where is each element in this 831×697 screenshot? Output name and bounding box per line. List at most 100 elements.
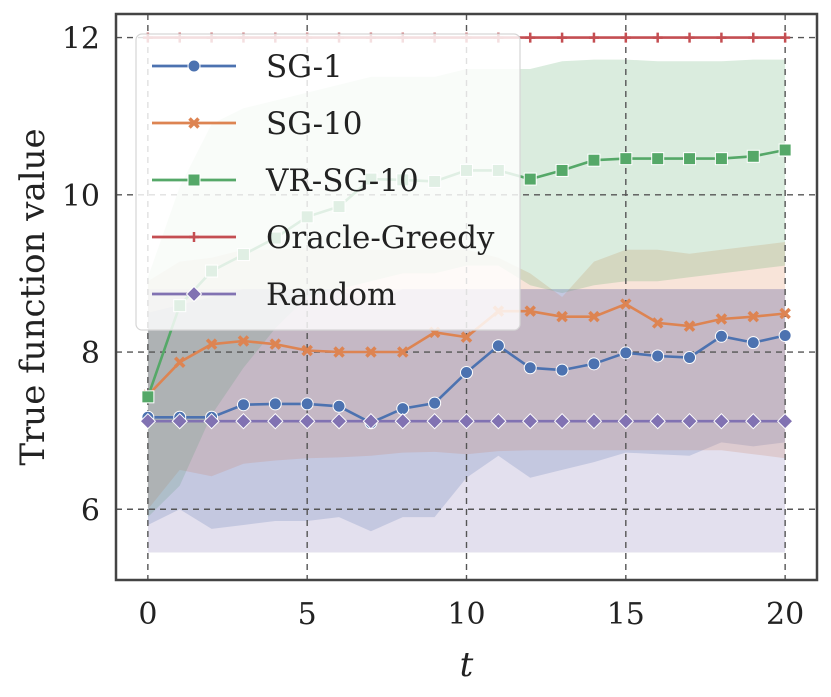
data-point-oracle-greedy xyxy=(652,32,663,43)
y-tick-label: 10 xyxy=(62,179,100,214)
data-point-vr-sg-10 xyxy=(778,143,792,157)
data-point-random xyxy=(426,412,443,430)
data-point-sg-1 xyxy=(619,346,633,360)
data-point-sg-1 xyxy=(491,339,505,353)
legend-label-random: Random xyxy=(266,277,396,313)
data-point-oracle-greedy xyxy=(620,32,631,43)
legend: SG-1 SG-10 VR-SG-10 Oracle-Greedy Random xyxy=(135,33,521,331)
data-point-sg-10 xyxy=(333,346,345,358)
legend-label-sg-1: SG-1 xyxy=(266,49,343,85)
data-point-oracle-greedy xyxy=(557,32,568,43)
data-point-sg-1 xyxy=(587,357,601,371)
data-point-random xyxy=(617,412,635,430)
legend-marker-sg-1 xyxy=(187,59,201,73)
data-point-sg-10 xyxy=(237,335,250,347)
data-point-sg-10 xyxy=(365,346,377,358)
data-point-oracle-greedy xyxy=(684,32,695,43)
data-point-sg-1 xyxy=(523,361,537,375)
legend-marker-vr-sg-10 xyxy=(187,173,201,187)
data-point-vr-sg-10 xyxy=(141,390,155,404)
data-point-sg-10 xyxy=(556,310,568,323)
data-point-sg-1 xyxy=(460,365,473,379)
data-point-sg-10 xyxy=(683,320,696,332)
data-point-sg-10 xyxy=(651,317,664,329)
data-point-sg-1 xyxy=(396,402,410,416)
legend-box xyxy=(135,33,521,331)
x-tick-label: 20 xyxy=(766,597,804,632)
data-point-vr-sg-10 xyxy=(683,152,697,166)
data-point-random xyxy=(713,412,730,430)
data-point-vr-sg-10 xyxy=(619,152,633,166)
y-tick-label: 12 xyxy=(62,22,100,57)
data-point-random xyxy=(585,412,603,430)
data-point-sg-1 xyxy=(332,399,346,413)
data-point-oracle-greedy xyxy=(748,32,759,43)
data-point-vr-sg-10 xyxy=(746,149,760,163)
legend-marker-random xyxy=(185,285,203,303)
x-axis-label: t xyxy=(460,645,474,685)
legend-label-oracle-greedy: Oracle-Greedy xyxy=(266,220,495,256)
data-point-vr-sg-10 xyxy=(714,152,728,166)
data-point-random xyxy=(681,412,698,430)
data-point-sg-10 xyxy=(397,346,409,358)
data-point-sg-1 xyxy=(714,329,728,343)
data-point-oracle-greedy xyxy=(716,32,727,43)
data-point-sg-10 xyxy=(460,331,473,343)
legend-label-vr-sg-10: VR-SG-10 xyxy=(265,163,419,199)
data-point-sg-10 xyxy=(747,310,760,323)
data-point-sg-10 xyxy=(715,313,728,325)
axis-ticks: 0 5 10 15 20 6 8 10 12 xyxy=(62,22,804,632)
x-tick-label: 5 xyxy=(298,597,317,632)
data-point-random xyxy=(139,412,157,430)
data-point-random xyxy=(553,412,571,430)
data-point-vr-sg-10 xyxy=(587,153,601,167)
y-tick-label: 8 xyxy=(81,336,100,371)
data-point-sg-10 xyxy=(173,356,186,368)
data-point-sg-1 xyxy=(555,363,569,377)
data-point-sg-10 xyxy=(301,344,313,357)
data-point-sg-10 xyxy=(269,338,282,350)
data-point-sg-1 xyxy=(746,336,760,350)
data-point-sg-10 xyxy=(588,310,600,323)
data-point-sg-1 xyxy=(300,397,314,411)
data-point-random xyxy=(522,412,539,430)
data-point-vr-sg-10 xyxy=(651,152,665,166)
data-point-sg-10 xyxy=(779,307,791,320)
data-point-oracle-greedy xyxy=(588,32,599,43)
y-axis-label: True function value xyxy=(13,128,53,465)
data-point-random xyxy=(649,412,666,430)
data-point-sg-1 xyxy=(428,396,442,410)
data-point-sg-1 xyxy=(683,351,697,365)
data-point-sg-1 xyxy=(236,398,250,412)
x-tick-label: 0 xyxy=(138,597,157,632)
legend-marker-oracle-greedy xyxy=(189,232,199,242)
x-tick-label: 15 xyxy=(607,597,645,632)
data-point-random xyxy=(776,412,794,430)
data-point-random xyxy=(458,412,475,430)
data-point-sg-1 xyxy=(651,349,665,363)
data-point-random xyxy=(362,412,380,430)
data-point-sg-10 xyxy=(620,298,632,310)
x-tick-label: 10 xyxy=(447,597,485,632)
data-point-random xyxy=(267,412,284,430)
data-point-random xyxy=(394,412,411,430)
data-point-vr-sg-10 xyxy=(555,163,569,177)
data-point-sg-1 xyxy=(778,329,792,343)
data-point-vr-sg-10 xyxy=(523,172,537,186)
data-point-random xyxy=(745,412,762,430)
data-point-random xyxy=(171,412,188,430)
data-point-sg-10 xyxy=(524,305,536,317)
data-point-oracle-greedy xyxy=(525,32,536,43)
plot-frame xyxy=(114,12,819,582)
data-point-random xyxy=(490,412,507,430)
data-point-random xyxy=(203,412,220,430)
data-point-sg-1 xyxy=(268,397,282,411)
data-point-sg-10 xyxy=(205,338,218,350)
legend-label-sg-10: SG-10 xyxy=(266,106,363,142)
data-point-random xyxy=(330,412,348,430)
legend-marker-sg-10 xyxy=(188,117,200,129)
y-tick-label: 6 xyxy=(81,493,100,528)
data-point-oracle-greedy xyxy=(780,32,791,43)
data-point-random xyxy=(298,412,316,430)
